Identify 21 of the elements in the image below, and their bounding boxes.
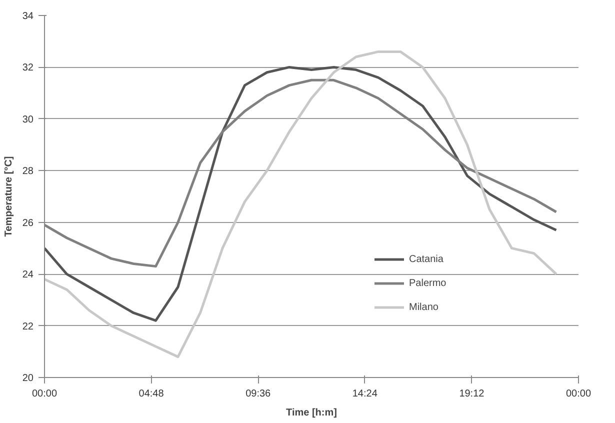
x-tick-label: 19:12 xyxy=(459,388,485,400)
y-axis-title: Temperature [°C] xyxy=(3,156,14,237)
y-tick-label: 24 xyxy=(22,270,34,281)
y-tick-label: 22 xyxy=(22,321,34,332)
x-axis-title: Time [h:m] xyxy=(286,408,337,418)
y-tick-label: 28 xyxy=(22,166,34,178)
x-tick-label: 00:00 xyxy=(32,388,58,400)
y-tick-label: 20 xyxy=(22,373,34,384)
x-tick-label: 04:48 xyxy=(138,388,164,400)
x-tick-label: 09:36 xyxy=(246,388,272,400)
y-tick-label: 30 xyxy=(22,114,34,126)
line-series xyxy=(44,50,558,358)
y-tick-label: 26 xyxy=(22,218,34,229)
x-tick-label: 00:00 xyxy=(566,388,592,400)
legend-label: Palermo xyxy=(409,278,446,288)
x-tick-label: 14:24 xyxy=(352,388,378,400)
y-tick-label: 32 xyxy=(22,62,34,74)
line-series xyxy=(44,66,558,322)
legend-label: Catania xyxy=(409,254,444,264)
y-tick-label: 34 xyxy=(22,11,34,22)
legend-label: Milano xyxy=(409,302,438,312)
